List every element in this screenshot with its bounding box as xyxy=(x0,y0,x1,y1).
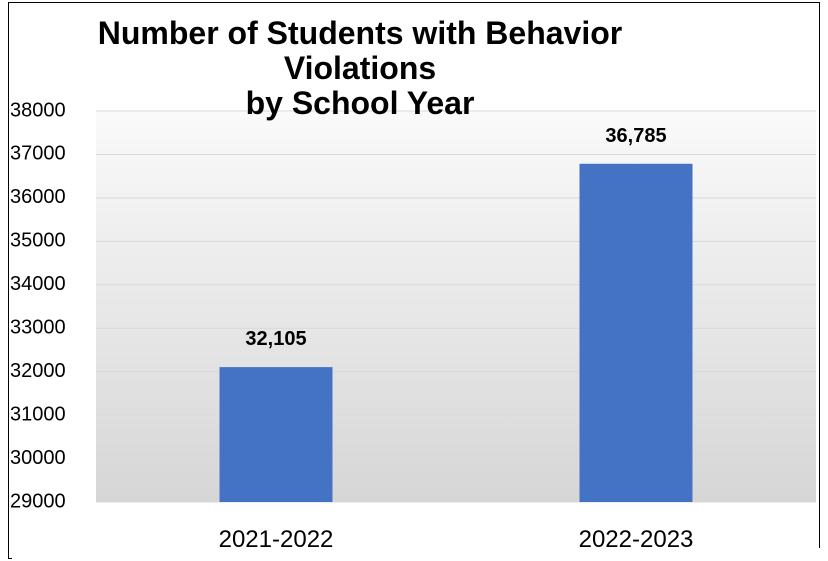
y-tick-label: 34000 xyxy=(10,273,66,295)
bar xyxy=(579,163,693,502)
data-label: 36,785 xyxy=(605,125,666,147)
x-axis-category-labels: 2021-2022 2022-2023 xyxy=(219,526,694,553)
bar xyxy=(219,367,333,502)
y-tick-label: 29000 xyxy=(10,490,66,512)
frame-gap xyxy=(12,548,820,561)
y-tick-label: 36000 xyxy=(10,186,66,208)
x-tick-label: 2021-2022 xyxy=(219,526,334,553)
y-tick-label: 31000 xyxy=(10,403,66,425)
gridlines xyxy=(96,110,816,503)
y-tick-label: 32000 xyxy=(10,360,66,382)
plot-area xyxy=(96,111,816,502)
y-tick-label: 30000 xyxy=(10,447,66,469)
data-labels: 32,105 36,785 xyxy=(245,125,666,350)
y-tick-label: 38000 xyxy=(10,99,66,121)
y-tick-label: 33000 xyxy=(10,317,66,339)
bars xyxy=(219,163,693,502)
y-axis-tick-labels: 29000 30000 31000 32000 33000 34000 35000 36000… xyxy=(10,99,66,512)
chart-title: Number of Students with Behavior Violati… xyxy=(80,16,640,121)
chart-title-line-2: Violations xyxy=(283,50,437,86)
y-tick-label: 35000 xyxy=(10,230,66,252)
x-tick-label: 2022-2023 xyxy=(579,526,694,553)
chart-title-line-1: Number of Students with Behavior xyxy=(97,15,623,51)
y-tick-label: 37000 xyxy=(10,143,66,165)
data-label: 32,105 xyxy=(245,328,306,350)
chart-title-line-3: by School Year xyxy=(245,85,475,121)
